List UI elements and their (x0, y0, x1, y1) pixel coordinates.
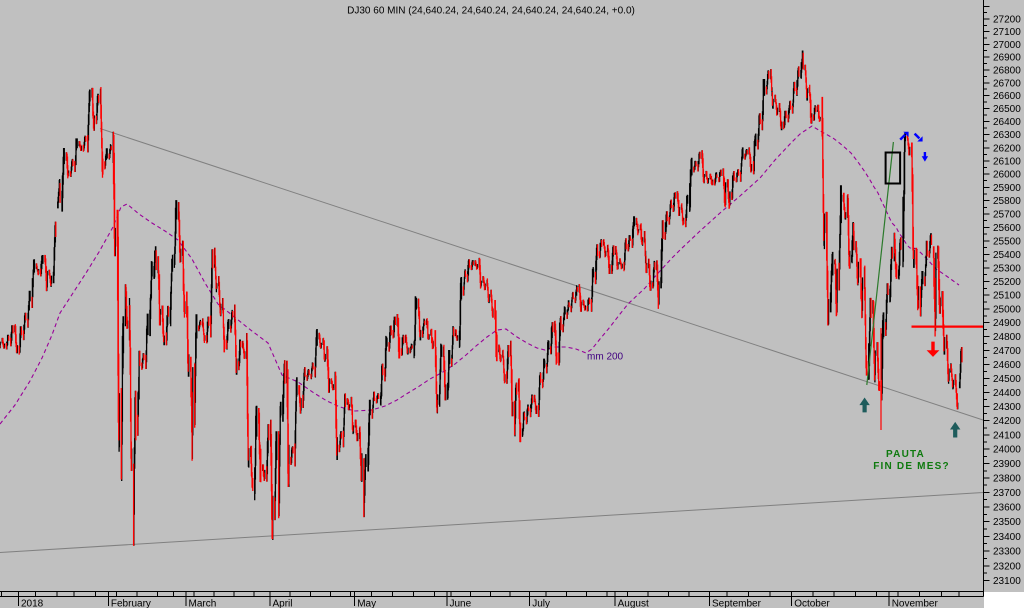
svg-text:26800: 26800 (993, 65, 1021, 76)
svg-text:24200: 24200 (993, 416, 1021, 427)
svg-text:24500: 24500 (993, 374, 1021, 385)
svg-text:23100: 23100 (993, 576, 1021, 587)
svg-text:25300: 25300 (993, 263, 1021, 274)
svg-text:November: November (892, 599, 939, 608)
svg-text:25900: 25900 (993, 183, 1021, 194)
svg-text:23300: 23300 (993, 547, 1021, 558)
svg-text:25100: 25100 (993, 291, 1021, 302)
svg-text:25800: 25800 (993, 196, 1021, 207)
svg-text:24400: 24400 (993, 388, 1021, 399)
svg-text:February: February (111, 599, 151, 608)
svg-text:August: August (618, 599, 649, 608)
svg-text:DJ30 60 MIN (24,640.24, 24,640: DJ30 60 MIN (24,640.24, 24,640.24, 24,64… (347, 6, 635, 17)
svg-text:23500: 23500 (993, 517, 1021, 528)
svg-text:23700: 23700 (993, 488, 1021, 499)
svg-text:26300: 26300 (993, 130, 1021, 141)
svg-text:PAUTA: PAUTA (886, 449, 925, 460)
svg-text:26200: 26200 (993, 143, 1021, 154)
svg-text:March: March (189, 599, 217, 608)
svg-text:mm 200: mm 200 (587, 352, 624, 363)
svg-text:April: April (273, 599, 293, 608)
svg-text:26100: 26100 (993, 156, 1021, 167)
svg-text:26400: 26400 (993, 117, 1021, 128)
svg-text:25700: 25700 (993, 210, 1021, 221)
svg-text:23900: 23900 (993, 459, 1021, 470)
svg-text:24700: 24700 (993, 346, 1021, 357)
svg-text:26000: 26000 (993, 170, 1021, 181)
svg-text:23800: 23800 (993, 474, 1021, 485)
svg-text:24000: 24000 (993, 445, 1021, 456)
svg-text:25200: 25200 (993, 277, 1021, 288)
svg-text:24800: 24800 (993, 332, 1021, 343)
svg-text:24100: 24100 (993, 430, 1021, 441)
svg-text:2018: 2018 (21, 599, 44, 608)
svg-text:July: July (532, 599, 550, 608)
svg-text:27100: 27100 (993, 27, 1021, 38)
svg-text:26900: 26900 (993, 53, 1021, 64)
svg-text:26500: 26500 (993, 104, 1021, 115)
svg-text:23400: 23400 (993, 532, 1021, 543)
svg-text:26700: 26700 (993, 78, 1021, 89)
svg-text:24300: 24300 (993, 402, 1021, 413)
svg-text:25600: 25600 (993, 223, 1021, 234)
svg-text:May: May (357, 599, 376, 608)
svg-text:25400: 25400 (993, 250, 1021, 261)
svg-text:26600: 26600 (993, 91, 1021, 102)
svg-text:27000: 27000 (993, 40, 1021, 51)
svg-text:September: September (712, 599, 762, 608)
svg-text:23600: 23600 (993, 503, 1021, 514)
svg-text:June: June (450, 599, 472, 608)
svg-text:25000: 25000 (993, 304, 1021, 315)
svg-text:FIN DE MES?: FIN DE MES? (873, 461, 950, 472)
svg-text:24900: 24900 (993, 318, 1021, 329)
svg-text:25500: 25500 (993, 236, 1021, 247)
svg-text:24600: 24600 (993, 360, 1021, 371)
svg-text:October: October (794, 599, 830, 608)
svg-text:23200: 23200 (993, 561, 1021, 572)
svg-text:27200: 27200 (993, 15, 1021, 26)
